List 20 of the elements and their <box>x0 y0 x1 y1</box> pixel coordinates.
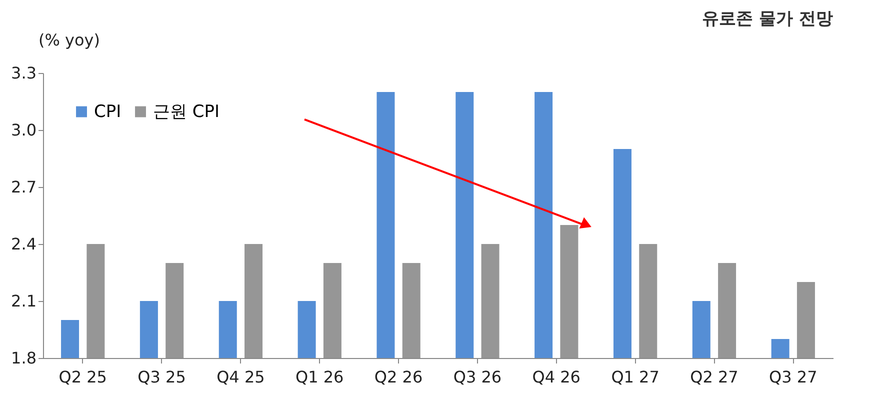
x-tick-label: Q3 25 <box>138 368 186 386</box>
x-tick-label: Q2 26 <box>374 368 423 386</box>
y-tick-label: 2.4 <box>11 234 36 254</box>
y-tick-label: 2.1 <box>11 292 36 310</box>
x-tick-label: Q2 25 <box>58 368 107 386</box>
chart-title: 유로존 물가 전망 <box>702 9 833 29</box>
x-tick-label: Q4 26 <box>532 368 580 386</box>
x-tick-label: Q1 27 <box>611 368 660 386</box>
legend-label: 근원 CPI <box>153 102 220 122</box>
y-tick-label: 2.7 <box>11 178 36 196</box>
x-tick-label: Q3 27 <box>769 368 818 386</box>
legend-label: CPI <box>94 102 122 122</box>
x-tick-label: Q2 27 <box>690 368 738 386</box>
y-axis-title: (% yoy) <box>38 30 100 50</box>
x-tick-label: Q3 26 <box>453 368 502 386</box>
y-tick-label: 1.8 <box>11 348 36 368</box>
y-tick-label: 3.3 <box>11 64 36 82</box>
y-tick-label: 3.0 <box>11 120 36 140</box>
x-tick-label: Q4 25 <box>216 368 265 386</box>
x-tick-label: Q1 26 <box>296 368 344 386</box>
